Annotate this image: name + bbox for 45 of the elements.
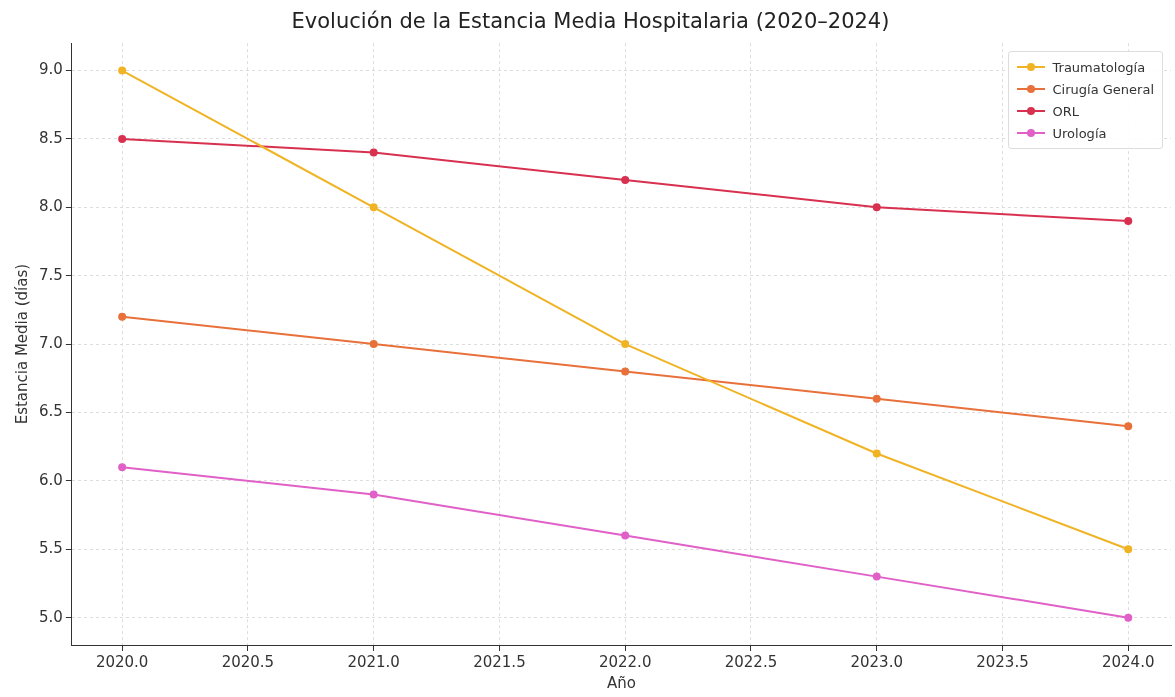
- x-tick-label: 2023.5: [976, 652, 1029, 671]
- point: [118, 312, 127, 321]
- y-tick-label: 5.5: [39, 539, 63, 558]
- point: [118, 463, 127, 472]
- point: [369, 203, 378, 212]
- point: [1124, 545, 1133, 554]
- y-tick-label: 8.5: [39, 128, 63, 147]
- point: [369, 148, 378, 157]
- point: [369, 340, 378, 349]
- y-axis-title: Estancia Media (días): [12, 263, 31, 425]
- x-tick-label: 2020.5: [221, 652, 275, 671]
- point: [1124, 217, 1133, 226]
- point: [621, 340, 630, 349]
- point: [872, 572, 881, 581]
- point: [872, 203, 881, 212]
- y-tick-label: 6.5: [39, 402, 63, 421]
- point: [118, 66, 127, 75]
- y-tick-label: 8.0: [39, 197, 63, 216]
- legend-label: Urología: [1052, 125, 1107, 141]
- y-tick-label: 7.5: [39, 265, 63, 284]
- point: [872, 394, 881, 403]
- x-tick-label: 2020.0: [95, 652, 149, 671]
- point: [621, 175, 630, 184]
- x-tick-label: 2021.5: [473, 652, 526, 671]
- point: [1124, 613, 1133, 622]
- point: [621, 367, 630, 376]
- x-tick-label: 2022.5: [724, 652, 778, 671]
- x-axis-title: Año: [606, 673, 636, 692]
- x-tick-label: 2022.0: [598, 652, 652, 671]
- x-tick-label: 2021.0: [347, 652, 400, 671]
- x-tick-label: 2024.0: [1101, 652, 1155, 671]
- x-tick-label: 2023.0: [850, 652, 903, 671]
- legend-label: Cirugía General: [1052, 81, 1154, 97]
- chart-title: Evolución de la Estancia Media Hospitalaria (2020–2024): [291, 9, 890, 34]
- point: [621, 531, 630, 540]
- y-tick-label: 6.0: [39, 470, 63, 489]
- point: [369, 490, 378, 499]
- point: [872, 449, 881, 458]
- legend-label: ORL: [1052, 103, 1080, 119]
- legend-label: Traumatología: [1052, 59, 1146, 75]
- y-tick-label: 5.0: [39, 607, 63, 626]
- point: [118, 134, 127, 143]
- point: [1124, 422, 1133, 431]
- y-tick-label: 7.0: [39, 333, 63, 352]
- y-tick-label: 9.0: [39, 60, 63, 79]
